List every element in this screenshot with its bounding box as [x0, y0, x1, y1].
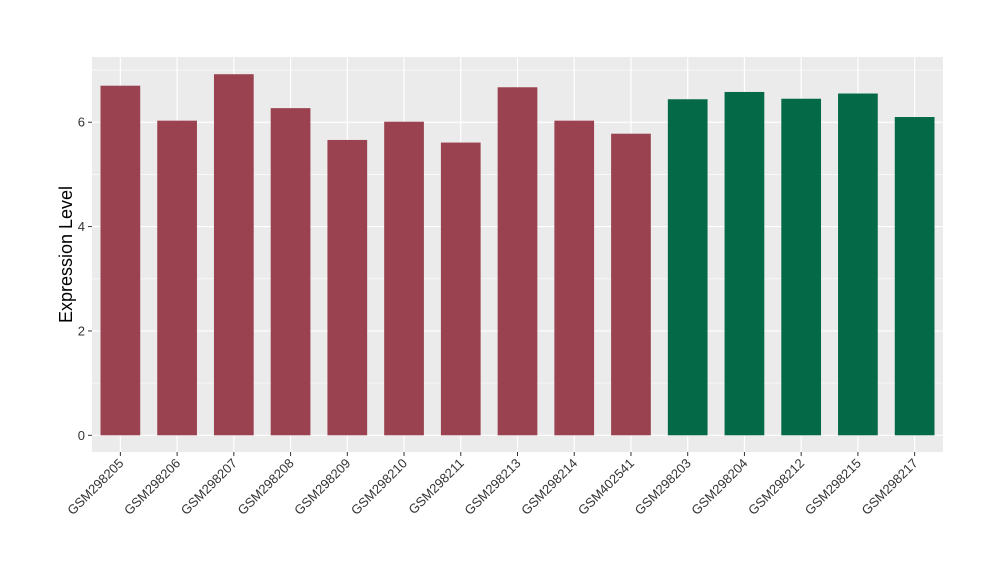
x-tick-label: GSM298208	[234, 456, 296, 518]
bar-GSM298209	[327, 139, 368, 436]
x-tick-label: GSM298210	[348, 456, 410, 518]
x-tick-label: GSM402541	[575, 456, 637, 518]
x-tick-label: GSM298215	[802, 456, 864, 518]
y-tick-label: 4	[78, 219, 85, 234]
bar-GSM298206	[157, 120, 197, 436]
y-axis: 0 2 4 6	[78, 115, 92, 443]
bars-group	[100, 74, 935, 436]
y-axis-title: Expression Level	[56, 186, 76, 323]
x-tick-label: GSM298206	[121, 456, 183, 518]
bar-GSM402541	[611, 133, 651, 436]
y-tick-label: 0	[78, 428, 85, 443]
y-tick-label: 6	[78, 115, 85, 130]
bar-GSM298214	[554, 120, 595, 436]
bar-GSM298212	[781, 98, 822, 436]
bar-GSM298207	[213, 74, 254, 436]
bar-GSM298205	[100, 85, 141, 436]
bar-GSM298213	[497, 87, 538, 436]
bar-GSM298204	[724, 91, 765, 436]
x-tick-label: GSM298217	[859, 456, 921, 518]
bar-GSM298215	[838, 93, 878, 436]
x-tick-label: GSM298204	[688, 456, 750, 518]
bar-GSM298203	[667, 99, 708, 436]
bar-GSM298211	[440, 142, 481, 436]
x-tick-label: GSM298211	[405, 456, 467, 518]
x-tick-label: GSM298212	[745, 456, 807, 518]
x-axis: GSM298205GSM298206GSM298207GSM298208GSM2…	[64, 452, 921, 518]
x-tick-label: GSM298205	[64, 456, 126, 518]
x-tick-label: GSM298209	[291, 456, 353, 518]
x-tick-label: GSM298203	[632, 456, 694, 518]
bar-GSM298217	[894, 117, 935, 436]
x-tick-label: GSM298214	[518, 456, 580, 518]
x-tick-label: GSM298213	[461, 456, 523, 518]
bar-GSM298208	[270, 108, 311, 436]
x-tick-label: GSM298207	[178, 456, 240, 518]
bar-GSM298210	[384, 121, 424, 436]
y-tick-label: 2	[78, 323, 85, 338]
